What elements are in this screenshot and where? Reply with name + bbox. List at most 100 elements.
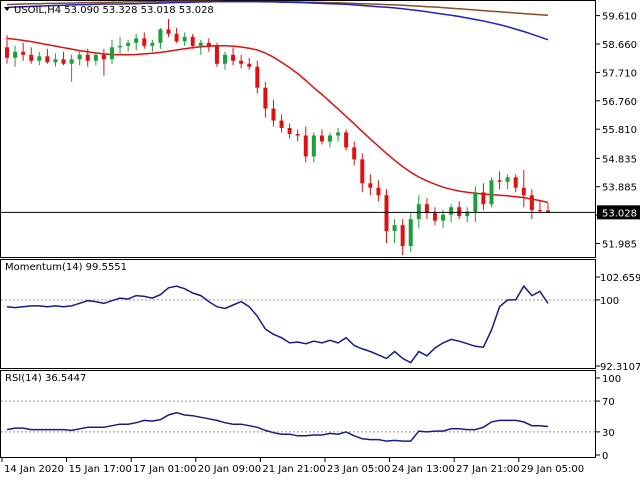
candle-body: [384, 195, 389, 232]
price-tick-label: 51.985: [602, 240, 637, 251]
candle-body: [5, 47, 9, 58]
candle-body: [134, 38, 139, 43]
candle-body: [223, 54, 228, 64]
rsi-tick-label: 70: [602, 397, 615, 408]
current-price-label: 53.028: [602, 208, 637, 219]
candle-body: [505, 177, 510, 182]
price-tick-label: 54.835: [602, 154, 637, 165]
price-tick-label: 53.885: [602, 183, 637, 194]
candle-body: [142, 38, 147, 46]
rsi-panel-frame: [0, 370, 596, 458]
candle-body: [166, 29, 171, 34]
candle-body: [101, 54, 106, 60]
candle-body: [352, 147, 357, 160]
candle-body: [231, 54, 236, 61]
price-tick-label: 58.660: [602, 40, 637, 51]
candle-body: [311, 135, 316, 157]
candle-body: [416, 204, 421, 220]
candle-body: [392, 225, 397, 232]
candle-body: [449, 207, 454, 215]
candle-body: [360, 159, 365, 184]
candle-body: [376, 187, 381, 196]
candle-body: [61, 59, 66, 64]
candle-body: [198, 42, 203, 46]
candle-body: [150, 42, 155, 46]
candle-body: [521, 187, 526, 196]
candle-body: [45, 56, 50, 63]
ma-mid-line: [6, 0, 549, 41]
candle-body: [424, 204, 429, 214]
candle-body: [546, 210, 550, 213]
axes: 59.610 58.660 57.710 56.760 55.810 54.835 53.8…: [1, 12, 640, 475]
candle-body: [182, 36, 187, 42]
x-tick-label: 29 Jan 05:00: [521, 464, 584, 475]
candle-body: [465, 211, 470, 217]
candle-body: [279, 120, 284, 129]
candle-body: [537, 210, 542, 212]
candle-body: [457, 207, 462, 217]
momentum-panel-title: Momentum(14) 99.5551: [5, 262, 127, 273]
candle-body: [174, 33, 179, 42]
x-tick-label: 20 Jan 09:00: [198, 464, 261, 475]
candle-body: [481, 192, 486, 205]
price-tick-label: 56.760: [602, 97, 637, 108]
x-tick-label: 24 Jan 13:00: [392, 464, 455, 475]
candle-body: [247, 63, 252, 67]
momentum-plot: [1, 284, 596, 364]
candle-body: [441, 214, 446, 221]
candle-body: [344, 132, 349, 148]
candle-body: [408, 219, 413, 247]
rsi-tick-label: 30: [602, 428, 615, 439]
candle-body: [263, 87, 268, 109]
rsi-tick-label: 0: [602, 451, 608, 462]
ma-fast-line: [6, 37, 549, 204]
x-tick-label: 15 Jan 17:00: [69, 464, 132, 475]
candle-body: [513, 177, 518, 188]
price-panel-title: USOIL,H4 53.090 53.328 53.018 53.028: [14, 5, 214, 16]
candle-body: [255, 66, 260, 88]
candle-body: [489, 180, 494, 205]
candle-body: [239, 60, 244, 64]
candle-body: [29, 54, 34, 61]
current-price-tag: [597, 205, 640, 220]
candle-body: [13, 51, 18, 58]
candle-body: [287, 128, 292, 134]
candle-body: [529, 195, 534, 211]
candle-body: [214, 45, 219, 64]
candle-body: [93, 54, 98, 61]
momentum-panel-frame: [0, 259, 596, 369]
momentum-tick-label: 92.3107: [600, 362, 640, 373]
candle-body: [206, 42, 211, 46]
candle-body: [271, 108, 276, 121]
momentum-line: [6, 284, 549, 364]
candle-body: [118, 45, 123, 48]
candle-body: [432, 213, 437, 221]
candle-body: [77, 54, 82, 60]
candle-body: [336, 132, 341, 136]
candle-body: [400, 225, 405, 247]
x-tick-label: 23 Jan 05:00: [327, 464, 390, 475]
rsi-tick-label: 100: [602, 374, 621, 385]
price-tick-label: 57.710: [602, 68, 637, 79]
rsi-line: [6, 411, 549, 442]
x-tick-label: 21 Jan 21:00: [262, 464, 325, 475]
candle-body: [158, 29, 163, 43]
candle-body: [53, 59, 58, 63]
candle-body: [295, 133, 300, 136]
x-tick-label: 17 Jan 01:00: [133, 464, 196, 475]
candle-body: [85, 54, 90, 61]
dropdown-triangle-icon: [4, 7, 10, 11]
candle-body: [497, 180, 502, 182]
price-panel-frame: [0, 0, 596, 258]
candle-body: [109, 47, 114, 60]
candle-body: [37, 56, 42, 61]
x-tick-label: 14 Jan 2020: [4, 464, 64, 475]
rsi-plot: [1, 400, 596, 442]
candle-body: [190, 36, 195, 46]
price-tick-label: 59.610: [602, 12, 637, 23]
candle-body: [69, 59, 74, 64]
momentum-tick-label: 100: [600, 296, 619, 307]
candle-body: [319, 135, 324, 142]
